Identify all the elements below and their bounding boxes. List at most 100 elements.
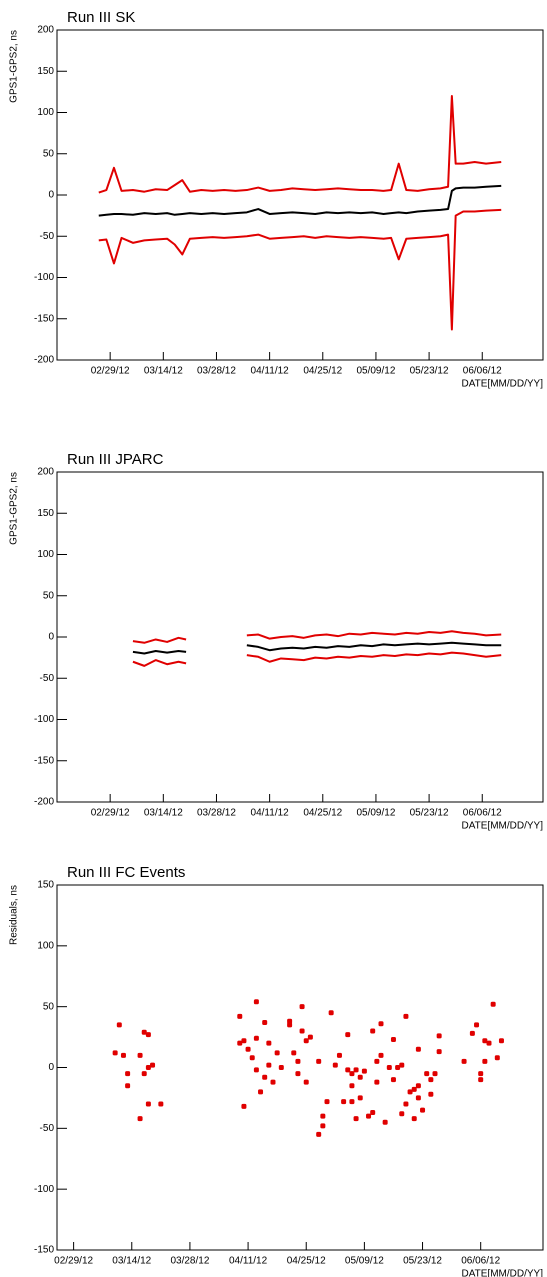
scatter-point <box>316 1058 322 1064</box>
scatter-point <box>461 1058 467 1064</box>
scatter-point <box>482 1038 488 1044</box>
scatter-point <box>395 1065 401 1070</box>
scatter-point <box>378 1052 384 1058</box>
x-tick-label: 06/06/12 <box>461 1256 500 1267</box>
scatter-point <box>353 1116 359 1122</box>
scatter-point <box>403 1013 409 1019</box>
scatter-point <box>145 1101 151 1107</box>
y-tick-label: -50 <box>40 673 55 684</box>
x-tick-label: 03/14/12 <box>144 366 183 377</box>
scatter-point <box>357 1074 363 1080</box>
scatter-point <box>324 1099 330 1105</box>
scatter-point <box>320 1113 326 1119</box>
x-tick-label: 03/14/12 <box>112 1256 151 1267</box>
scatter-point <box>145 1032 151 1038</box>
scatter-point <box>415 1095 421 1101</box>
scatter-point <box>424 1071 430 1077</box>
scatter-point <box>390 1077 396 1083</box>
x-tick-label: 02/29/12 <box>91 808 130 819</box>
x-tick-label: 04/11/12 <box>229 1256 268 1267</box>
y-tick-label: 150 <box>37 880 54 891</box>
scatter-point <box>399 1111 405 1117</box>
scatter-point <box>253 1067 259 1073</box>
y-axis-label: GPS1-GPS2, ns <box>9 30 20 103</box>
scatter-point <box>241 1038 247 1044</box>
scatter-point <box>295 1071 301 1077</box>
x-axis-label: DATE[MM/DD/YY] <box>462 379 544 390</box>
scatter-point <box>349 1083 355 1089</box>
y-tick-label: -100 <box>34 272 54 283</box>
scatter-point <box>299 1004 305 1010</box>
scatter-point <box>332 1062 338 1068</box>
scatter-point <box>266 1040 272 1046</box>
y-tick-label: 50 <box>43 148 55 159</box>
scatter-point <box>241 1103 247 1109</box>
scatter-point <box>411 1086 417 1092</box>
scatter-point <box>270 1079 276 1085</box>
scatter-point <box>258 1089 264 1095</box>
x-tick-label: 05/23/12 <box>403 1256 442 1267</box>
y-axis-label: GPS1-GPS2, ns <box>9 472 20 545</box>
scatter-point <box>366 1113 372 1119</box>
x-tick-label: 04/25/12 <box>287 1256 326 1267</box>
scatter-point <box>262 1019 268 1025</box>
scatter-point <box>478 1077 484 1083</box>
scatter-point <box>399 1062 405 1068</box>
x-tick-label: 03/28/12 <box>197 366 236 377</box>
scatter-point <box>112 1050 118 1056</box>
scatter-point <box>320 1123 326 1129</box>
scatter-point <box>237 1040 243 1046</box>
y-tick-label: -50 <box>40 231 55 242</box>
series-line <box>98 208 502 331</box>
scatter-point <box>482 1058 488 1064</box>
y-tick-label: 100 <box>37 107 54 118</box>
scatter-point <box>436 1049 442 1055</box>
x-tick-label: 03/28/12 <box>197 808 236 819</box>
y-tick-label: 0 <box>48 190 54 201</box>
y-tick-label: -150 <box>34 1245 54 1256</box>
x-tick-label: 04/25/12 <box>303 808 342 819</box>
scatter-point <box>125 1071 131 1077</box>
scatter-point <box>345 1067 351 1073</box>
y-tick-label: 100 <box>37 940 54 951</box>
scatter-point <box>266 1062 272 1068</box>
x-tick-label: 05/09/12 <box>356 808 395 819</box>
scatter-point <box>116 1022 122 1028</box>
x-tick-label: 04/25/12 <box>303 366 342 377</box>
y-tick-label: 50 <box>43 1001 55 1012</box>
series-line <box>132 659 187 667</box>
scatter-point <box>370 1028 376 1034</box>
y-tick-label: -200 <box>34 797 54 808</box>
scatter-point <box>357 1095 363 1101</box>
scatter-point <box>390 1037 396 1043</box>
scatter-point <box>353 1067 359 1073</box>
x-tick-label: 02/29/12 <box>91 366 130 377</box>
scatter-point <box>316 1131 322 1137</box>
scatter-point <box>245 1046 251 1052</box>
x-axis-label: DATE[MM/DD/YY] <box>462 1269 544 1277</box>
scatter-point <box>141 1071 147 1077</box>
scatter-point <box>303 1038 309 1044</box>
scatter-point <box>411 1116 417 1122</box>
scatter-point <box>420 1107 426 1113</box>
scatter-point <box>345 1032 351 1038</box>
y-tick-label: 200 <box>37 25 54 36</box>
x-tick-label: 03/14/12 <box>144 808 183 819</box>
scatter-point <box>303 1079 309 1085</box>
scatter-point <box>415 1046 421 1052</box>
scatter-point <box>249 1055 255 1061</box>
series-line <box>246 651 502 663</box>
scatter-point <box>378 1021 384 1027</box>
x-axis-label: DATE[MM/DD/YY] <box>462 821 544 832</box>
scatter-point <box>237 1013 243 1019</box>
y-tick-label: -150 <box>34 755 54 766</box>
scatter-point <box>291 1050 297 1056</box>
series-line <box>246 630 502 640</box>
scatter-point <box>428 1077 434 1083</box>
chart-title: Run III SK <box>67 9 135 26</box>
scatter-point <box>436 1033 442 1039</box>
series-line <box>246 641 502 652</box>
x-tick-label: 03/28/12 <box>170 1256 209 1267</box>
x-tick-label: 06/06/12 <box>463 366 502 377</box>
